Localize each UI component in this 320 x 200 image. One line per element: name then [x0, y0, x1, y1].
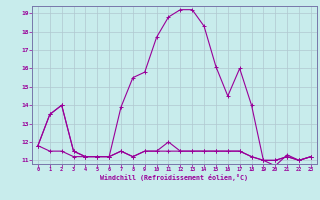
- X-axis label: Windchill (Refroidissement éolien,°C): Windchill (Refroidissement éolien,°C): [100, 174, 248, 181]
